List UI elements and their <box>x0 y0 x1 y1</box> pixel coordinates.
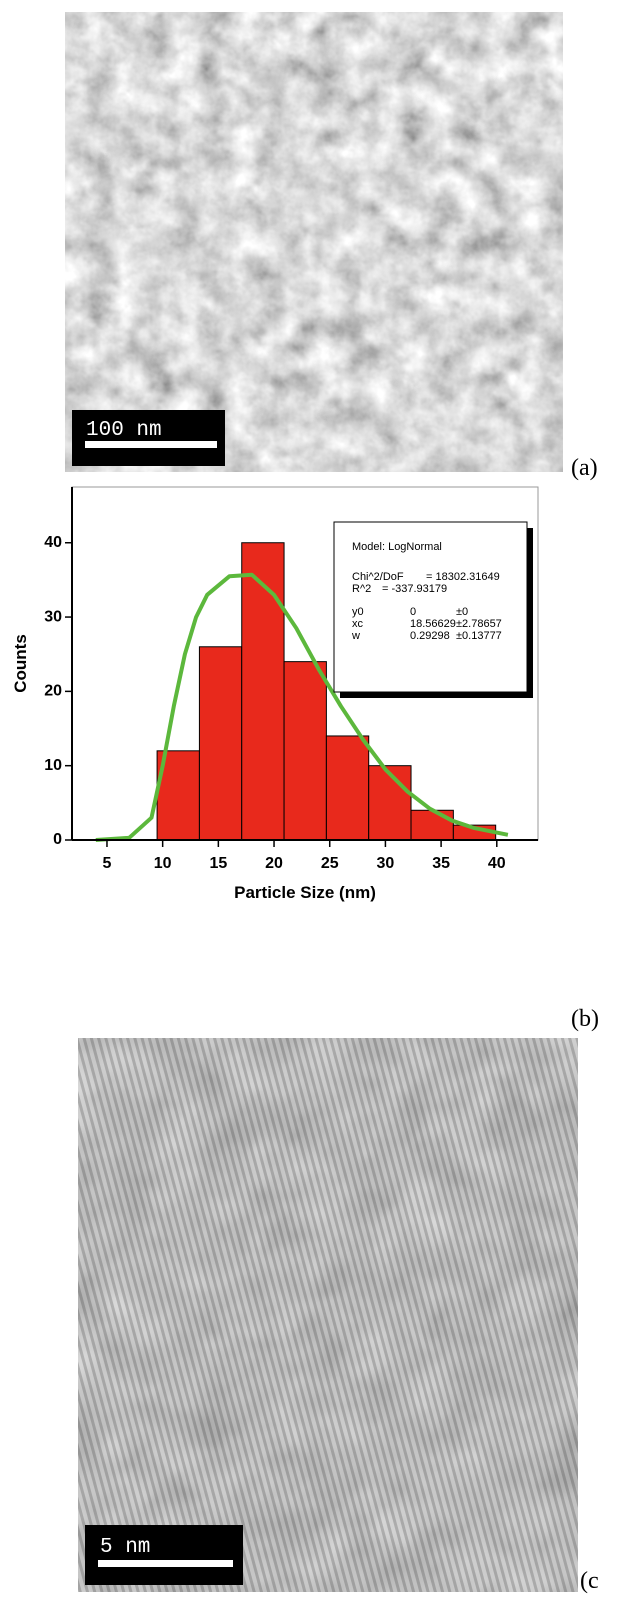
y-axis-title: Counts <box>11 634 30 693</box>
y-tick-label: 10 <box>44 757 62 774</box>
fit-curve <box>95 572 509 842</box>
bar <box>410 809 454 841</box>
fit-param: R^2 <box>352 583 371 595</box>
fit-param: xc <box>352 618 364 630</box>
fit-param: y0 <box>352 606 364 618</box>
fit-param: Chi^2/DoF <box>352 571 404 583</box>
scale-bar <box>85 441 217 448</box>
x-tick-label: 10 <box>154 855 172 872</box>
fit-param: 18.56629 <box>410 618 456 630</box>
fit-param: = -337.93179 <box>382 583 447 595</box>
scale-bar-box <box>72 410 225 466</box>
x-tick-label: 30 <box>377 855 395 872</box>
fit-param: = 18302.31649 <box>426 571 500 583</box>
scale-bar-label: 5 nm <box>100 1536 150 1559</box>
hrtem-image-c <box>78 1038 578 1592</box>
bar <box>325 735 370 841</box>
bar <box>241 542 285 841</box>
scale-bar-box <box>85 1525 243 1585</box>
fit-param: w <box>351 630 360 642</box>
fit-param: ±2.78657 <box>456 618 502 630</box>
scale-bar-label: 100 nm <box>86 419 162 442</box>
x-tick-label: 20 <box>265 855 283 872</box>
x-tick-label: 15 <box>209 855 227 872</box>
tem-image-a <box>65 12 563 472</box>
y-tick-label: 40 <box>44 534 62 551</box>
x-tick-label: 35 <box>432 855 450 872</box>
panel-label: (a) <box>571 455 598 481</box>
y-tick-label: 0 <box>53 831 62 848</box>
scale-bar <box>98 1560 233 1567</box>
fit-model: Model: LogNormal <box>352 541 442 553</box>
y-tick-label: 20 <box>44 683 62 700</box>
x-tick-label: 5 <box>103 855 112 872</box>
fit-param: ±0.13777 <box>456 630 502 642</box>
y-tick-label: 30 <box>44 608 62 625</box>
bar <box>156 750 200 841</box>
fit-param: 0.29298 <box>410 630 450 642</box>
panel-label: (b) <box>571 1006 599 1032</box>
fit-param: 0 <box>410 606 416 618</box>
fit-box <box>333 521 528 693</box>
fit-param: ±0 <box>456 606 468 618</box>
x-tick-label: 25 <box>321 855 339 872</box>
histogram: 5 10 15 20 25 30 35 40 0 10 20 30 40 Particle Size (n… <box>11 486 539 902</box>
panel-label: (c <box>580 1568 599 1594</box>
bar <box>283 661 327 841</box>
bar <box>198 646 243 841</box>
bar <box>368 765 412 841</box>
x-axis-title: Particle Size (nm) <box>234 883 376 902</box>
x-tick-label: 40 <box>488 855 506 872</box>
